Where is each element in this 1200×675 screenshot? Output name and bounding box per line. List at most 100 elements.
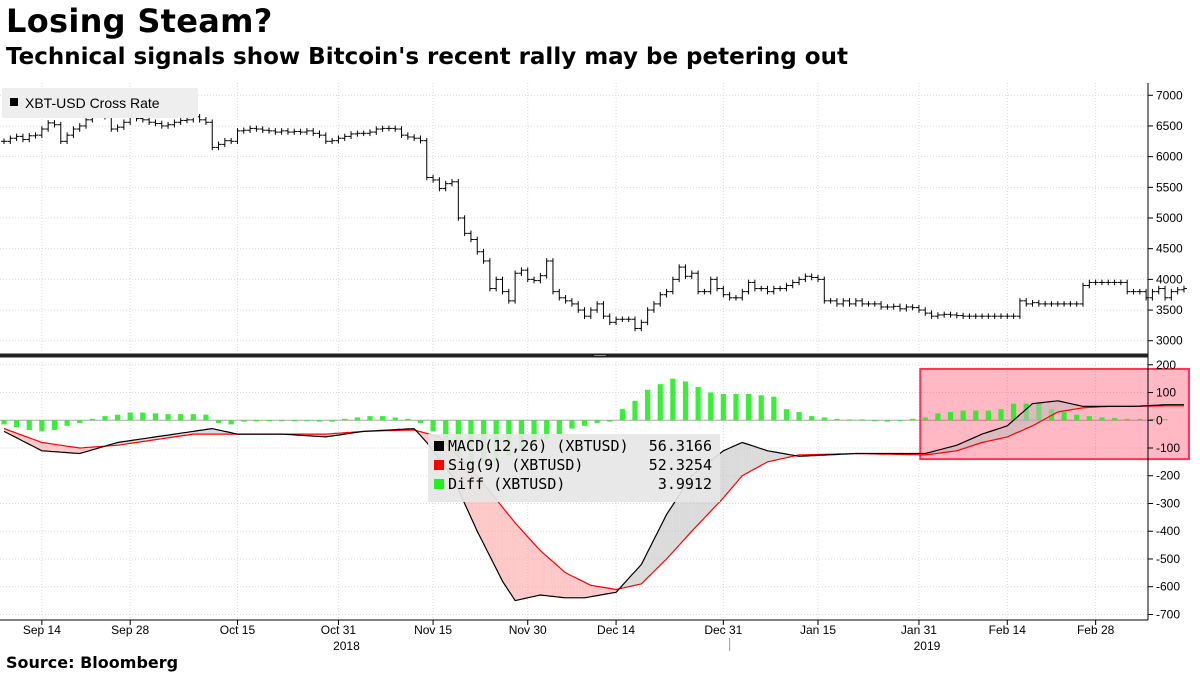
diff-bar [1074,414,1080,421]
x-axis-tick-label: Sep 28 [111,623,149,637]
macd-legend-box [428,434,720,502]
price-axis-tick-label: 4000 [1156,272,1183,286]
diff-bar [1149,418,1156,421]
macd-signal-fill [57,444,61,453]
macd-signal-fill [1057,400,1061,412]
x-axis-year-label: 2019 [914,639,941,653]
diff-bar [657,384,663,421]
price-bar [682,264,689,280]
price-bar [556,288,563,301]
price-bar [228,137,235,145]
price-bar [606,313,613,326]
price-bar [619,316,626,323]
macd-signal-fill [669,504,673,556]
diff-bar [720,393,726,421]
price-legend-box [2,88,198,118]
diff-bar [1124,418,1130,421]
price-bar [171,119,178,128]
macd-signal-fill [76,447,80,454]
macd-signal-fill [776,452,781,460]
macd-signal-fill [508,515,512,596]
diff-bar [632,400,638,421]
price-bar [745,279,752,295]
price-bar [909,304,916,311]
price-bar [430,174,437,183]
macd-signal-fill [60,445,64,453]
macd-legend-label: Sig(9) (XBTUSD) [448,456,583,474]
diff-bar [581,420,588,426]
diff-bar [998,409,1004,421]
macd-signal-fill [994,428,998,440]
diff-bar [922,417,928,421]
macd-axis-tick-label: 200 [1156,358,1176,372]
price-bar [1155,285,1162,295]
price-bar [846,298,853,307]
diff-bar [215,420,222,424]
diff-bar [985,410,991,421]
macd-signal-fill [644,552,648,581]
price-bar [209,119,216,151]
price-bar [234,128,241,145]
macd-signal-fill [985,432,989,442]
price-bar [808,273,815,281]
diff-bar [809,416,815,421]
macd-signal-fill [679,490,683,546]
diff-bar [531,420,537,446]
price-bar [575,301,582,313]
diff-bar [165,414,171,421]
price-bar [278,128,285,135]
price-bar [625,316,632,323]
macd-signal-fill [559,567,563,598]
price-bar [461,215,468,237]
price-bar [1080,282,1087,307]
diff-bar [39,420,45,432]
diff-bar [821,417,827,421]
macd-axis-tick-label: -200 [1156,469,1180,483]
diff-bar [569,420,575,429]
x-axis-tick-label: Nov 15 [414,623,452,637]
price-bar [165,121,172,129]
price-bar [878,301,885,310]
diff-bar [935,413,941,421]
diff-bar [140,412,146,421]
price-bar [1067,301,1074,307]
price-bar [814,274,821,283]
macd-signal-fill [956,443,960,451]
macd-legend-value: 52.3254 [649,456,712,474]
diff-bar [607,420,613,422]
price-bar [1124,279,1131,295]
price-bar [695,270,702,295]
price-axis-tick-label: 6500 [1156,119,1183,133]
price-bar [19,133,26,143]
x-axis-tick-label: Jan 15 [800,623,836,637]
macd-signal-fill [568,574,572,598]
macd-signal-fill [625,578,629,588]
macd-signal-fill [581,580,585,598]
price-bar [449,179,456,187]
price-bar [1180,285,1187,293]
price-bar [928,310,935,319]
macd-signal-fill [1019,411,1024,432]
macd-signal-fill [552,561,557,597]
macd-signal-fill [732,445,736,487]
price-bar [1149,288,1156,301]
macd-signal-fill [530,540,535,598]
price-bar [1010,313,1017,319]
price-bar [379,125,386,132]
price-bar [941,311,948,318]
macd-axis-tick-label: 100 [1156,386,1176,400]
macd-signal-fill [1048,401,1052,418]
diff-bar [1,420,7,425]
price-bar [1,138,7,145]
diff-bar [203,414,209,421]
macd-signal-fill [1032,403,1036,426]
diff-bar [745,393,752,421]
diff-bar [733,393,739,421]
price-bar [638,319,645,332]
price-bar [341,133,348,141]
x-axis-tick-label: Feb 14 [989,623,1027,637]
diff-bar [897,420,903,422]
price-bar [398,126,405,138]
price-bar [581,307,588,319]
